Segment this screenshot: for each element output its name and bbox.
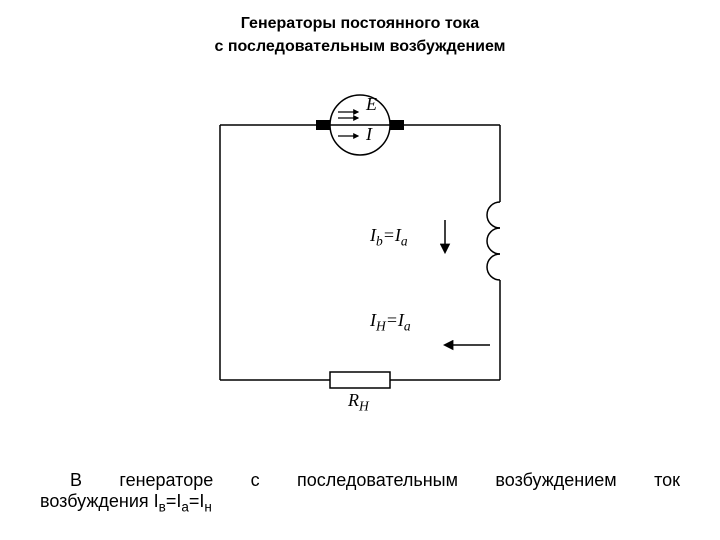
label-E: E <box>366 94 377 115</box>
label-RH: RH <box>348 390 369 415</box>
coil-2 <box>487 228 500 254</box>
circuit-svg <box>160 80 560 430</box>
circuit-diagram: E I Ib=Ia IH=Ia RH <box>160 80 560 430</box>
title-line2: с последовательным возбуждением <box>0 38 720 56</box>
label-IH-Ia: IH=Ia <box>370 310 411 335</box>
coil-3 <box>487 254 500 280</box>
title-line1: Генераторы постоянного тока <box>0 15 720 33</box>
label-Ib-Ia: Ib=Ia <box>370 225 408 250</box>
resistor <box>330 372 390 388</box>
footer-text: В генераторе с последовательным возбужде… <box>40 470 680 515</box>
coil-1 <box>487 202 500 228</box>
brush-right <box>390 120 404 130</box>
label-I: I <box>366 124 372 145</box>
brush-left <box>316 120 330 130</box>
